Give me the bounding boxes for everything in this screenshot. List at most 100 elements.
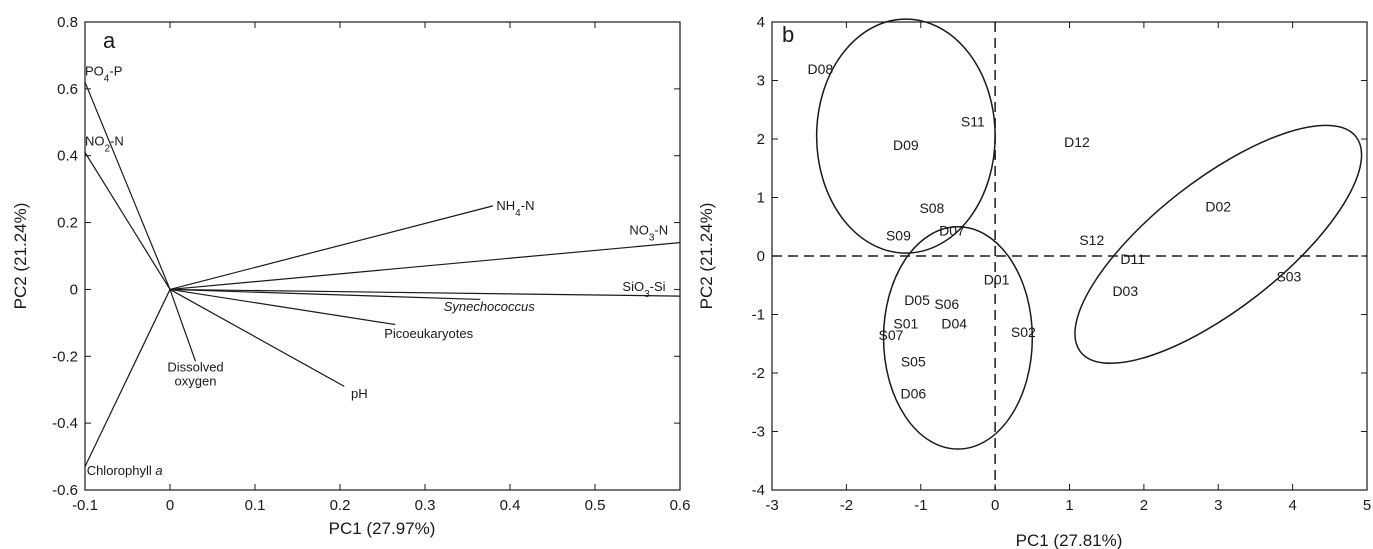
site-label: D01 <box>984 271 1010 287</box>
panel-b-y-tick-label: -1 <box>752 307 765 324</box>
panel-b-x-tick-label: 0 <box>991 497 999 514</box>
vector-label-text: Synechococcus <box>444 299 536 314</box>
panel-a-x-tick-label: 0 <box>166 497 174 514</box>
panel-b-y-tick-label: -4 <box>752 482 765 499</box>
panel-b-x-tick-label: 3 <box>1214 497 1222 514</box>
loading-vector <box>169 205 494 291</box>
loading-vector <box>169 289 197 362</box>
vector-label-text: SiO <box>622 279 644 294</box>
vector-label-subscript: 2 <box>105 143 111 154</box>
vector-label: Picoeukaryotes <box>384 326 473 341</box>
site-label: S06 <box>934 296 959 312</box>
site-label: D06 <box>900 385 926 401</box>
vector-label-text: PO <box>85 63 104 78</box>
loading-vector <box>84 289 171 467</box>
panel-a-x-axis-title: PC1 (27.97%) <box>329 519 436 538</box>
site-label: S11 <box>961 113 985 129</box>
panel-a-x-tick-label: 0.6 <box>670 497 691 514</box>
group-ellipse <box>815 18 996 254</box>
panel-a-y-tick-label: 0.6 <box>57 81 78 98</box>
vector-label: Synechococcus <box>444 299 536 314</box>
panel-b-y-tick-label: 1 <box>757 190 765 207</box>
vector-label-suffix: -N <box>654 222 668 237</box>
panel-a-x-tick-label: -0.1 <box>72 497 98 514</box>
panel-b-x-tick-label: 4 <box>1288 497 1296 514</box>
loading-vector <box>169 242 681 291</box>
loading-vector <box>169 288 396 326</box>
panel-a-y-tick-label: 0.2 <box>57 215 78 232</box>
panel-b-reference-lines <box>772 22 1367 490</box>
vector-label-subscript: 4 <box>515 208 521 219</box>
vector-label-suffix: -N <box>110 134 124 149</box>
vector-label-text: Picoeukaryotes <box>384 326 473 341</box>
loading-vector <box>169 288 681 297</box>
panel-a-ticks: -0.1 0 0.1 0.2 0.3 0.4 0.5 0.6 -0.6 -0.4 -0.2 0 0.2 0… <box>52 14 690 514</box>
panel-a-vector-labels: PO4-PNO2-NNH4-NNO3-NSiO3-SiSynechococcus… <box>85 63 668 477</box>
vector-label: NH4-N <box>496 198 534 219</box>
site-label: S01 <box>893 315 918 331</box>
site-label: D07 <box>939 222 965 238</box>
group-ellipse <box>1074 124 1363 365</box>
panel-b-x-tick-label: 2 <box>1140 497 1148 514</box>
site-label: D02 <box>1205 198 1231 214</box>
panel-a-loading-vectors <box>84 81 681 467</box>
panel-a-x-tick-label: 0.3 <box>415 497 436 514</box>
loading-vector <box>84 152 171 290</box>
site-label: S09 <box>886 228 911 244</box>
panel-a-x-tick-label: 0.1 <box>245 497 266 514</box>
panel-b-x-tick-label: 1 <box>1065 497 1073 514</box>
vector-label: pH <box>351 386 368 401</box>
panel-b-y-tick-label: 4 <box>757 14 765 31</box>
vector-label-text: NO <box>629 222 649 237</box>
panel-a-y-tick-label: 0.8 <box>57 14 78 31</box>
vector-label: oxygen <box>175 373 217 388</box>
panel-b-site-labels: D08 S11 D09 D12 D02 S08 S09 D07 S12 D11 D03 S03 D01 D… <box>808 61 1302 402</box>
site-label: D04 <box>941 315 967 331</box>
panel-a-y-tick-label: 0.4 <box>57 148 78 165</box>
site-label: D11 <box>1120 251 1145 267</box>
panel-a-frame <box>84 21 681 491</box>
panel-b-y-tick-label: -3 <box>752 424 765 441</box>
vector-label: Chlorophyll a <box>87 463 163 478</box>
site-label: S05 <box>901 353 926 369</box>
panel-a-y-tick-label: -0.4 <box>52 415 78 432</box>
panel-a-y-tick-label: 0 <box>70 281 78 298</box>
vector-label: Dissolved <box>167 359 223 374</box>
panel-b-group-ellipses <box>815 18 1363 450</box>
panel-b-letter: b <box>782 22 794 47</box>
site-label: D08 <box>808 61 834 77</box>
vector-label-suffix: -N <box>521 198 535 213</box>
site-label: S07 <box>879 327 904 343</box>
site-label: D12 <box>1064 134 1090 150</box>
panel-b-x-tick-label: -2 <box>840 497 853 514</box>
loading-vector <box>169 288 345 387</box>
panel-b-x-axis-title: PC1 (27.81%) <box>1016 531 1123 549</box>
site-label: S08 <box>919 200 944 216</box>
vector-label: NO2-N <box>85 134 124 155</box>
group-ellipse <box>882 226 1034 450</box>
panel-b-x-tick-label: 5 <box>1363 497 1371 514</box>
vector-label-text: pH <box>351 386 368 401</box>
vector-label-suffix: -Si <box>650 279 666 294</box>
panel-b-y-tick-label: 0 <box>757 248 765 265</box>
vector-label-suffix: -P <box>109 63 122 78</box>
vector-label-subscript: 4 <box>104 73 110 84</box>
panel-b-y-tick-label: 2 <box>757 131 765 148</box>
site-label: D09 <box>893 137 919 153</box>
site-label: S03 <box>1276 268 1301 284</box>
site-label: S12 <box>1079 232 1104 248</box>
panel-a-x-tick-label: 0.5 <box>585 497 606 514</box>
vector-label: NO3-N <box>629 222 668 243</box>
vector-label: SiO3-Si <box>622 279 665 300</box>
vector-label-subscript: 3 <box>649 232 655 243</box>
panel-b-x-tick-label: -3 <box>765 497 778 514</box>
panel-b-y-axis-title: PC2 (21.24%) <box>697 203 716 310</box>
vector-label-text: Chlorophyll <box>87 463 156 478</box>
vector-label-italic-suffix: a <box>155 463 162 478</box>
site-label: D05 <box>904 292 930 308</box>
panel-b-x-tick-label: -1 <box>914 497 927 514</box>
loading-vector <box>84 81 171 290</box>
vector-label-text: NH <box>496 198 515 213</box>
